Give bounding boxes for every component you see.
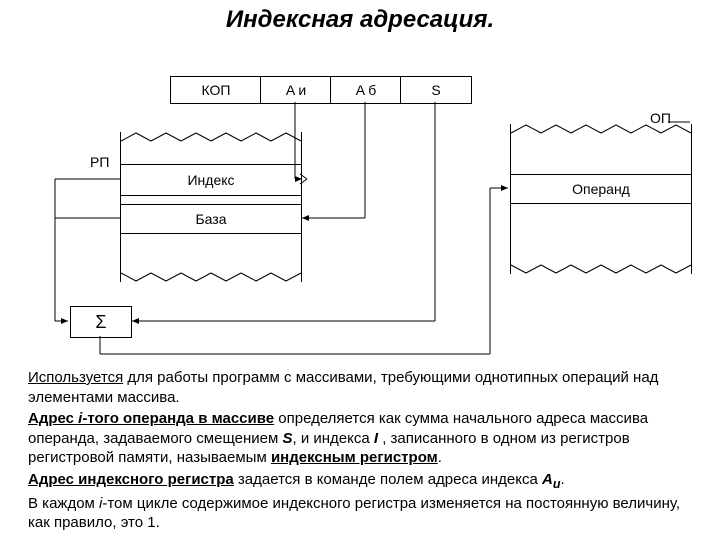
rp-index-cell: Индекс: [121, 164, 301, 196]
op-operand-cell: Операнд: [511, 174, 691, 204]
zigzag-top-icon: [511, 123, 691, 135]
instr-ab: A б: [330, 76, 402, 104]
op-memory: Операнд: [510, 124, 692, 274]
rp-base-cell: База: [121, 204, 301, 234]
instr-ai: A и: [260, 76, 332, 104]
instr-kop: КОП: [170, 76, 262, 104]
sigma-box: Σ: [70, 306, 132, 338]
page-title: Индексная адресация.: [0, 0, 720, 34]
zigzag-bottom-icon: [121, 271, 301, 283]
rp-label: РП: [90, 154, 109, 170]
instr-s: S: [400, 76, 472, 104]
para-4: В каждом i-том цикле содержимое индексно…: [28, 494, 696, 533]
body-text: Используется для работы программ с масси…: [28, 368, 696, 535]
zigzag-bottom-icon: [511, 263, 691, 275]
para-3: Адрес индексного регистра задается в ком…: [28, 470, 696, 492]
diagram-area: КОП A и A б S РП ОП Индекс База Операнд …: [0, 34, 720, 364]
p1-used: Используется: [28, 369, 123, 386]
para-1: Используется для работы программ с масси…: [28, 368, 696, 407]
para-2: Адрес i-того операнда в массиве определя…: [28, 409, 696, 468]
rp-memory: Индекс База: [120, 132, 302, 282]
zigzag-top-icon: [121, 131, 301, 143]
